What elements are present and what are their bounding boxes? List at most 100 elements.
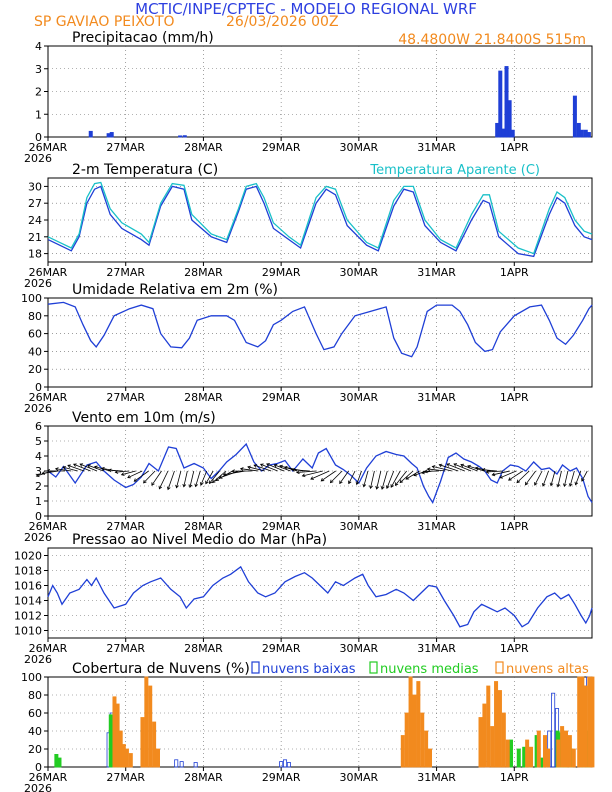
x-tick-label: 30MAR <box>340 391 379 404</box>
y-tick-label: 4 <box>35 40 42 53</box>
x-tick-label: 1APR <box>500 266 529 279</box>
wind-arrow <box>151 470 162 486</box>
x-tick-label: 28MAR <box>184 771 223 784</box>
wind-arrowhead <box>541 482 546 487</box>
wind-arrow <box>575 470 582 485</box>
x-tick-label: 29MAR <box>262 642 301 655</box>
wind-arrow <box>55 468 72 472</box>
wind-arrow <box>200 470 208 486</box>
wind-arrowhead <box>413 472 418 477</box>
plot-frame-rh <box>47 297 593 388</box>
bar-clouds-3 <box>478 717 483 768</box>
bar-clouds-1 <box>283 759 288 768</box>
wind-arrow <box>143 470 156 484</box>
bar-clouds-2 <box>57 757 62 768</box>
wind-arrow <box>195 470 201 487</box>
line-rh-1 <box>47 301 593 358</box>
x-tick-label: 29MAR <box>262 141 301 154</box>
wind-arrow <box>215 470 233 481</box>
panel-clouds: 0 20 40 60 80 100 26MAR 27MAR 28MAR 29MAR 30MAR 31M… <box>21 661 595 792</box>
x-year-label: 2026 <box>24 782 52 792</box>
wind-arrowhead <box>291 467 295 472</box>
wind-arrow <box>87 464 104 472</box>
wind-arrow <box>356 470 362 485</box>
bar-clouds-3 <box>501 712 506 768</box>
y-tick-label: 100 <box>21 671 42 684</box>
wind-arrow <box>330 470 343 483</box>
wind-arrow <box>386 470 395 489</box>
bar-clouds-3 <box>583 685 588 768</box>
bar-clouds-3 <box>525 739 530 768</box>
wind-arrow <box>439 464 459 472</box>
bar-clouds-1 <box>279 761 284 768</box>
wind-arrowhead <box>562 483 567 488</box>
bar-clouds-3 <box>490 726 495 768</box>
wind-arrowhead <box>67 464 71 468</box>
wind-arrow <box>569 470 575 487</box>
y-tick-label: 80 <box>28 310 42 323</box>
wind-arrowhead <box>166 486 171 491</box>
wind-arrow <box>453 463 472 472</box>
panel-title-rh: Umidade Relativa em 2m (%) <box>72 282 278 298</box>
bar-precip-1 <box>507 100 512 138</box>
bar-clouds-2 <box>508 739 513 768</box>
wind-arrowhead <box>194 483 199 488</box>
x-tick-label: 26MAR <box>29 520 68 533</box>
wind-arrow <box>399 470 414 483</box>
wind-arrow <box>363 470 369 487</box>
wind-arrowhead <box>362 483 367 488</box>
x-tick-label: 31MAR <box>417 771 456 784</box>
wind-arrowhead <box>133 478 138 482</box>
x-tick-label: 28MAR <box>184 642 223 655</box>
x-tick-label: 27MAR <box>106 771 145 784</box>
wind-arrow <box>183 470 188 487</box>
wind-arrowhead <box>481 468 486 472</box>
bar-clouds-3 <box>124 748 129 768</box>
wind-arrowhead <box>426 467 431 472</box>
bar-clouds-1 <box>179 761 184 768</box>
bar-clouds-3 <box>497 690 502 768</box>
wind-arrowhead <box>108 468 112 473</box>
wind-arrow <box>492 470 510 476</box>
wind-arrowhead <box>385 485 390 490</box>
wind-arrowhead <box>474 466 479 471</box>
y-tick-label: 20 <box>28 363 42 376</box>
wind-arrowhead <box>467 464 471 469</box>
bar-clouds-3 <box>556 739 561 768</box>
wind-arrowhead <box>273 464 278 468</box>
wind-arrowhead <box>296 470 300 475</box>
bar-clouds-3 <box>140 717 145 768</box>
x-tick-label: 31MAR <box>417 266 456 279</box>
wind-arrowhead <box>460 463 464 468</box>
bar-clouds-3 <box>424 730 429 768</box>
x-tick-label: 1APR <box>500 391 529 404</box>
plot-frame-pressure <box>47 547 593 639</box>
wind-arrowhead <box>310 476 314 480</box>
y-tick-label: 100 <box>21 292 42 305</box>
wind-arrowhead <box>491 472 496 477</box>
x-tick-label: 26MAR <box>29 771 68 784</box>
x-tick-label: 29MAR <box>262 391 301 404</box>
bar-clouds-3 <box>148 685 153 768</box>
y-tick-label: 20 <box>28 743 42 756</box>
panels: 0 1 2 3 4 26MAR 27MAR 28MAR 29MAR 30MAR 31MAR 1APR 2… <box>14 30 595 792</box>
y-tick-label: 40 <box>28 345 42 358</box>
wind-arrowhead <box>215 477 219 482</box>
y-tick-label: 3 <box>35 465 42 478</box>
wind-arrowhead <box>375 486 379 490</box>
wind-arrowhead <box>73 463 77 467</box>
bar-clouds-3 <box>494 681 499 768</box>
y-tick-label: 1016 <box>14 580 42 593</box>
line-temp-1 <box>47 185 593 258</box>
wind-arrowhead <box>253 464 258 468</box>
wind-arrowhead <box>380 486 385 490</box>
panel-wind: 0 1 2 3 4 5 6 26MAR 27MAR 28MAR 29MAR 30MAR 31MAR 1AP… <box>24 410 593 544</box>
wind-arrowhead <box>158 485 163 490</box>
bar-precip-1 <box>510 129 515 138</box>
panel-title-wind: Vento em 10m (m/s) <box>72 410 216 426</box>
wind-arrowhead <box>114 470 119 474</box>
wind-arrowhead <box>516 479 521 484</box>
x-tick-label: 28MAR <box>184 141 223 154</box>
y-tick-label: 60 <box>28 707 42 720</box>
wind-arrowhead <box>175 484 179 489</box>
